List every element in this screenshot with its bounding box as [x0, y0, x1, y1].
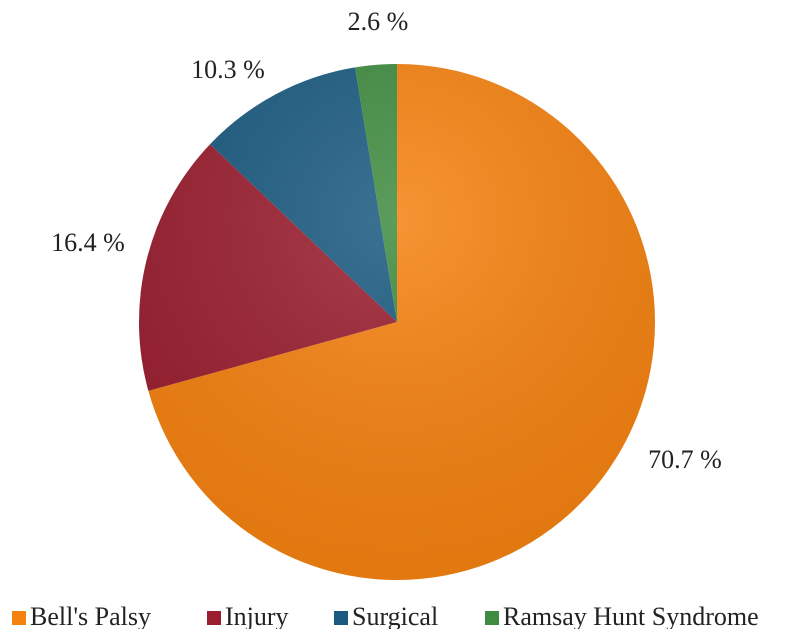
legend-label: Ramsay Hunt Syndrome — [503, 602, 759, 629]
legend-swatch — [334, 611, 348, 625]
data-label: 2.6 % — [348, 7, 409, 36]
data-label: 10.3 % — [191, 55, 265, 84]
data-label: 70.7 % — [648, 445, 722, 474]
legend-label: Injury — [225, 602, 289, 629]
legend-swatch — [207, 611, 221, 625]
data-label: 16.4 % — [51, 228, 125, 257]
legend-swatch — [12, 611, 26, 625]
legend-swatch — [485, 611, 499, 625]
legend-label: Bell's Palsy — [30, 602, 151, 629]
legend-label: Surgical — [352, 602, 438, 629]
